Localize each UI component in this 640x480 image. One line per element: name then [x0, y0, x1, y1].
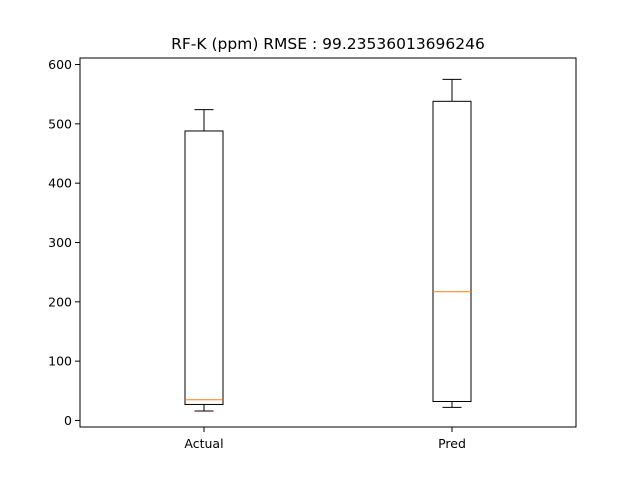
y-tick-label: 200	[48, 294, 72, 309]
x-tick-label: Pred	[438, 436, 466, 451]
x-tick-label: Actual	[184, 436, 223, 451]
y-tick-label: 100	[48, 354, 72, 369]
box-iqr	[432, 100, 472, 402]
y-tick-label: 300	[48, 235, 72, 250]
plot-frame	[79, 57, 577, 428]
chart-title: RF-K (ppm) RMSE : 99.23536013696246	[171, 35, 485, 53]
y-tick-label: 600	[48, 57, 72, 72]
box-iqr	[184, 130, 224, 405]
y-tick-label: 400	[48, 176, 72, 191]
y-tick-label: 500	[48, 116, 72, 131]
y-tick-label: 0	[64, 413, 72, 428]
